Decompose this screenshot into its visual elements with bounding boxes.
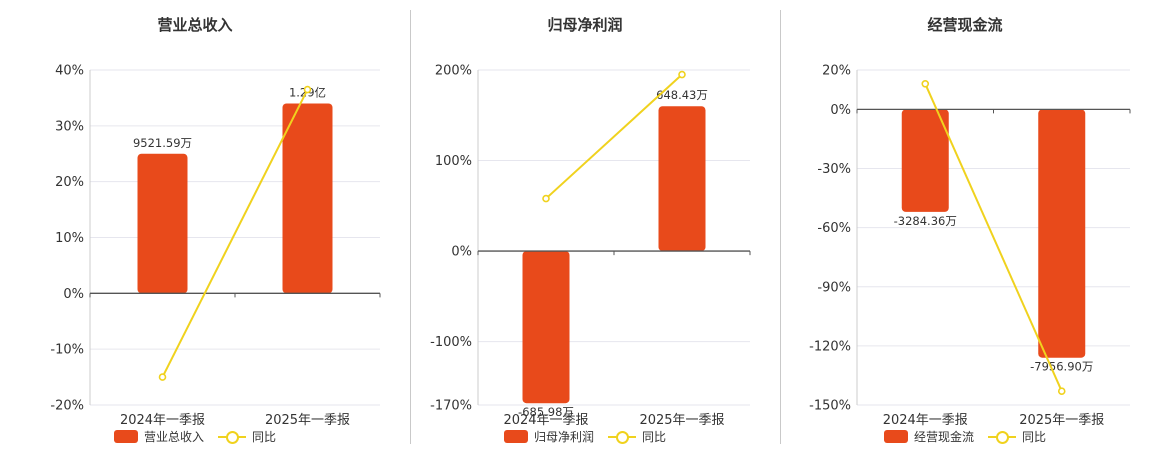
legend-line-swatch <box>218 430 246 444</box>
x-category-label: 2024年一季报 <box>503 413 588 428</box>
x-category-label: 2024年一季报 <box>883 413 968 428</box>
y-tick-label: -170% <box>430 399 472 414</box>
chart-panel-net-profit: 归母净利润 200% 100% 0% -100% -170% -685.98万 648.43… <box>400 0 770 450</box>
bar <box>282 103 333 294</box>
legend-line-swatch <box>608 430 636 444</box>
x-category-label: 2025年一季报 <box>265 413 350 428</box>
y-tick-label: 0% <box>830 103 851 118</box>
y-tick-label: 0% <box>63 287 84 302</box>
legend-label: 归母净利润 <box>533 430 594 444</box>
bar-data-label: 648.43万 <box>656 88 708 102</box>
bar-data-label: -7956.90万 <box>1030 360 1093 374</box>
y-tick-label: -60% <box>817 221 851 236</box>
chart-legend: 归母净利润 同比 <box>400 428 770 445</box>
bar <box>658 106 706 252</box>
bar <box>1038 109 1086 358</box>
y-tick-label: 200% <box>435 64 472 79</box>
legend-bar-swatch <box>883 430 908 443</box>
x-category-label: 2025年一季报 <box>1019 413 1104 428</box>
line-point <box>1057 387 1066 396</box>
legend-item-line[interactable]: 同比 <box>608 428 666 445</box>
legend-label: 经营现金流 <box>913 430 974 444</box>
y-tick-label: -150% <box>809 399 851 414</box>
panel-divider <box>780 10 781 444</box>
line-point <box>542 194 550 203</box>
chart-title: 经营现金流 <box>927 16 1003 34</box>
legend-line-swatch <box>988 430 1016 444</box>
chart-title: 营业总收入 <box>157 16 233 34</box>
bar-data-label: -3284.36万 <box>894 214 957 228</box>
legend-label: 营业总收入 <box>143 430 204 444</box>
line-point <box>678 70 686 79</box>
legend-label: 同比 <box>252 430 277 444</box>
bar <box>522 251 570 404</box>
legend-bar-swatch <box>113 430 138 443</box>
y-tick-label: 30% <box>55 119 84 134</box>
legend-label: 同比 <box>642 430 667 444</box>
legend-item-bar[interactable]: 营业总收入 <box>113 428 204 445</box>
legend-label: 同比 <box>1022 430 1047 444</box>
y-tick-label: 20% <box>822 64 851 79</box>
chart-panel-cash-flow: 经营现金流 20% 0% -30% -60% -90% -120% -150% -3284.3… <box>780 0 1150 450</box>
x-category-label: 2024年一季报 <box>120 413 205 428</box>
chart-svg: 200% 100% 0% -100% -170% -685.98万 648.43万 2024年… <box>430 64 751 428</box>
bar <box>137 153 188 294</box>
line-point <box>303 85 312 94</box>
y-tick-label: 10% <box>55 231 84 246</box>
y-tick-label: 40% <box>55 64 84 79</box>
bar-data-label: 9521.59万 <box>133 136 192 150</box>
chart-legend: 营业总收入 同比 <box>10 428 380 445</box>
legend-item-bar[interactable]: 归母净利润 <box>503 428 594 445</box>
chart-svg: 20% 0% -30% -60% -90% -120% -150% -3284.36万 -795… <box>809 64 1131 428</box>
legend-item-line[interactable]: 同比 <box>988 428 1046 445</box>
y-tick-label: 20% <box>55 175 84 190</box>
y-tick-label: -10% <box>50 343 84 358</box>
panel-divider <box>410 10 411 444</box>
y-tick-label: -30% <box>817 162 851 177</box>
line-point <box>158 373 167 381</box>
legend-item-bar[interactable]: 经营现金流 <box>883 428 974 445</box>
y-tick-label: -120% <box>809 339 851 354</box>
series-line <box>545 73 683 200</box>
legend-bar-swatch <box>503 430 528 443</box>
bar <box>901 109 949 212</box>
legend-item-line[interactable]: 同比 <box>218 428 276 445</box>
series-line <box>161 89 309 378</box>
chart-title: 归母净利润 <box>547 16 623 34</box>
y-tick-label: 100% <box>435 154 472 169</box>
bar-data-label: -685.98万 <box>518 405 574 419</box>
x-category-label: 2025年一季报 <box>639 413 724 428</box>
y-tick-label: -90% <box>817 280 851 295</box>
y-tick-label: 0% <box>451 245 472 260</box>
chart-svg: 40%30%20%10%0%-10%-20%9521.59万1.29亿2024年… <box>50 64 381 428</box>
chart-legend: 经营现金流 同比 <box>780 428 1150 445</box>
y-tick-label: -20% <box>50 399 84 414</box>
y-tick-label: -100% <box>430 335 472 350</box>
series-line <box>924 83 1063 392</box>
line-point <box>921 79 930 88</box>
chart-panel-revenue: 营业总收入 40%30%20%10%0%-10%-20%9521.59万1.29… <box>10 0 381 450</box>
